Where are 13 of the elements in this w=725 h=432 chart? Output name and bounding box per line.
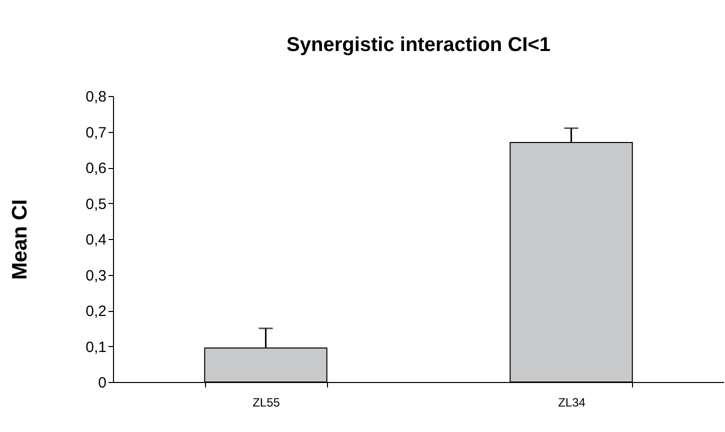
y-tick-label: 0,7 xyxy=(86,124,106,142)
y-tick-label: 0,1 xyxy=(86,338,106,356)
y-tick-label: 0,6 xyxy=(86,160,106,177)
x-tick-label: ZL34 xyxy=(558,396,586,410)
y-tick-label: 0,3 xyxy=(86,267,106,284)
y-tick-label: 0,8 xyxy=(86,88,106,106)
y-axis-title: Mean CI xyxy=(8,199,32,280)
y-tick-label: 0 xyxy=(98,374,106,392)
y-tick-label: 0,2 xyxy=(86,303,106,320)
chart-title: Synergistic interaction CI<1 xyxy=(286,34,550,56)
y-tick-label: 0,4 xyxy=(86,232,106,248)
y-tick-label: 0,5 xyxy=(86,196,106,213)
x-tick-label: ZL55 xyxy=(252,396,280,410)
